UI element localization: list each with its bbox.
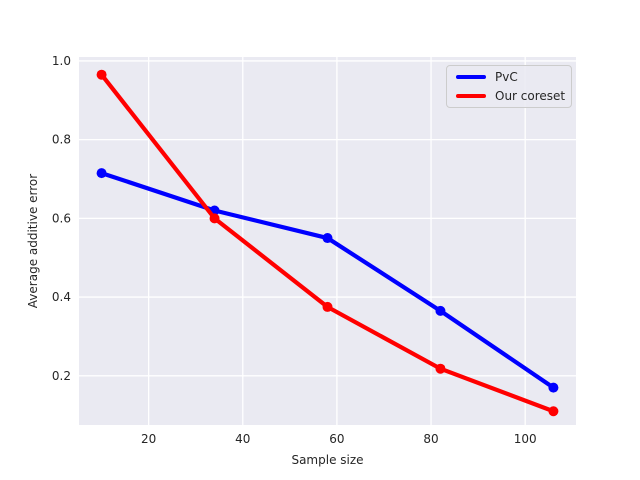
data-point-pvc-3 <box>435 305 446 316</box>
y-tick-label: 0.4 <box>52 290 71 304</box>
legend-item-pvc: PvC <box>456 70 562 84</box>
x-tick-label: 20 <box>141 432 156 446</box>
x-tick-label: 60 <box>329 432 344 446</box>
y-tick-label: 0.2 <box>52 369 71 383</box>
y-axis-label: Average additive error <box>26 174 40 308</box>
data-point-pvc-0 <box>96 168 107 179</box>
y-tick-label: 0.6 <box>52 211 71 225</box>
x-axis-label: Sample size <box>291 453 363 467</box>
data-point-our-coreset-3 <box>435 363 446 374</box>
y-tick-label: 0.8 <box>52 133 71 147</box>
data-point-our-coreset-2 <box>322 301 333 312</box>
legend-line-swatch-our-coreset <box>456 94 486 98</box>
legend-item-our-coreset: Our coreset <box>456 89 566 103</box>
data-point-our-coreset-1 <box>209 213 220 224</box>
y-tick-label: 1.0 <box>52 54 71 68</box>
data-point-our-coreset-0 <box>96 69 107 80</box>
legend-line-swatch-pvc <box>456 75 486 79</box>
data-point-pvc-2 <box>322 233 333 244</box>
x-tick-label: 40 <box>235 432 250 446</box>
x-tick-label: 100 <box>514 432 537 446</box>
legend: PvC Our coreset <box>446 65 572 108</box>
legend-label-pvc: PvC <box>495 70 518 84</box>
x-tick-label: 80 <box>423 432 438 446</box>
data-point-pvc-4 <box>548 382 559 393</box>
data-point-our-coreset-4 <box>548 406 559 417</box>
legend-label-our-coreset: Our coreset <box>495 89 566 103</box>
